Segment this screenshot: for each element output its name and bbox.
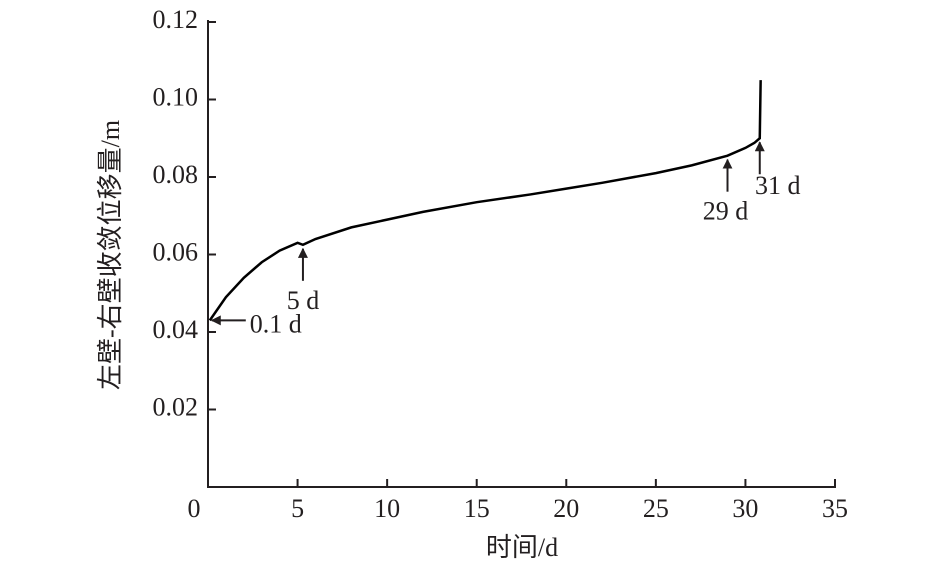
y-axis-label: 左壁-右壁收敛位移量/m bbox=[96, 120, 125, 390]
y-tick-label: 0.08 bbox=[153, 160, 199, 189]
data-line bbox=[208, 80, 762, 322]
annotation: 0.1 d bbox=[250, 309, 302, 338]
y-tick-label: 0.06 bbox=[153, 237, 199, 266]
x-tick-label: 0 bbox=[188, 494, 201, 523]
y-tick-label: 0.10 bbox=[153, 82, 199, 111]
y-tick-label: 0.04 bbox=[153, 315, 199, 344]
x-tick-label: 35 bbox=[822, 494, 848, 523]
x-tick-label: 10 bbox=[374, 494, 400, 523]
annotation: 29 d bbox=[703, 197, 749, 226]
x-tick-label: 15 bbox=[464, 494, 490, 523]
annotation: 31 d bbox=[755, 171, 801, 200]
x-tick-label: 30 bbox=[732, 494, 758, 523]
x-tick-label: 5 bbox=[291, 494, 304, 523]
y-tick-label: 0.12 bbox=[153, 5, 199, 34]
y-tick-label: 0.02 bbox=[153, 392, 199, 421]
x-tick-label: 20 bbox=[553, 494, 579, 523]
x-axis-label: 时间/d bbox=[486, 533, 558, 562]
annotation: 5 d bbox=[287, 286, 320, 315]
x-tick-label: 25 bbox=[643, 494, 669, 523]
